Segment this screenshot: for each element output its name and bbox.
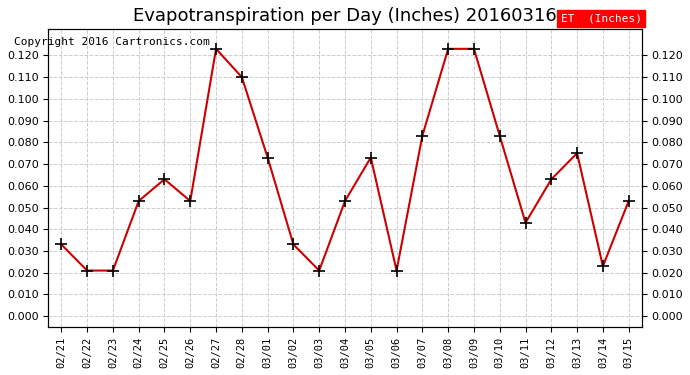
Title: Evapotranspiration per Day (Inches) 20160316: Evapotranspiration per Day (Inches) 2016…	[133, 7, 557, 25]
Text: ET  (Inches): ET (Inches)	[560, 13, 642, 23]
Text: Copyright 2016 Cartronics.com: Copyright 2016 Cartronics.com	[14, 37, 210, 47]
